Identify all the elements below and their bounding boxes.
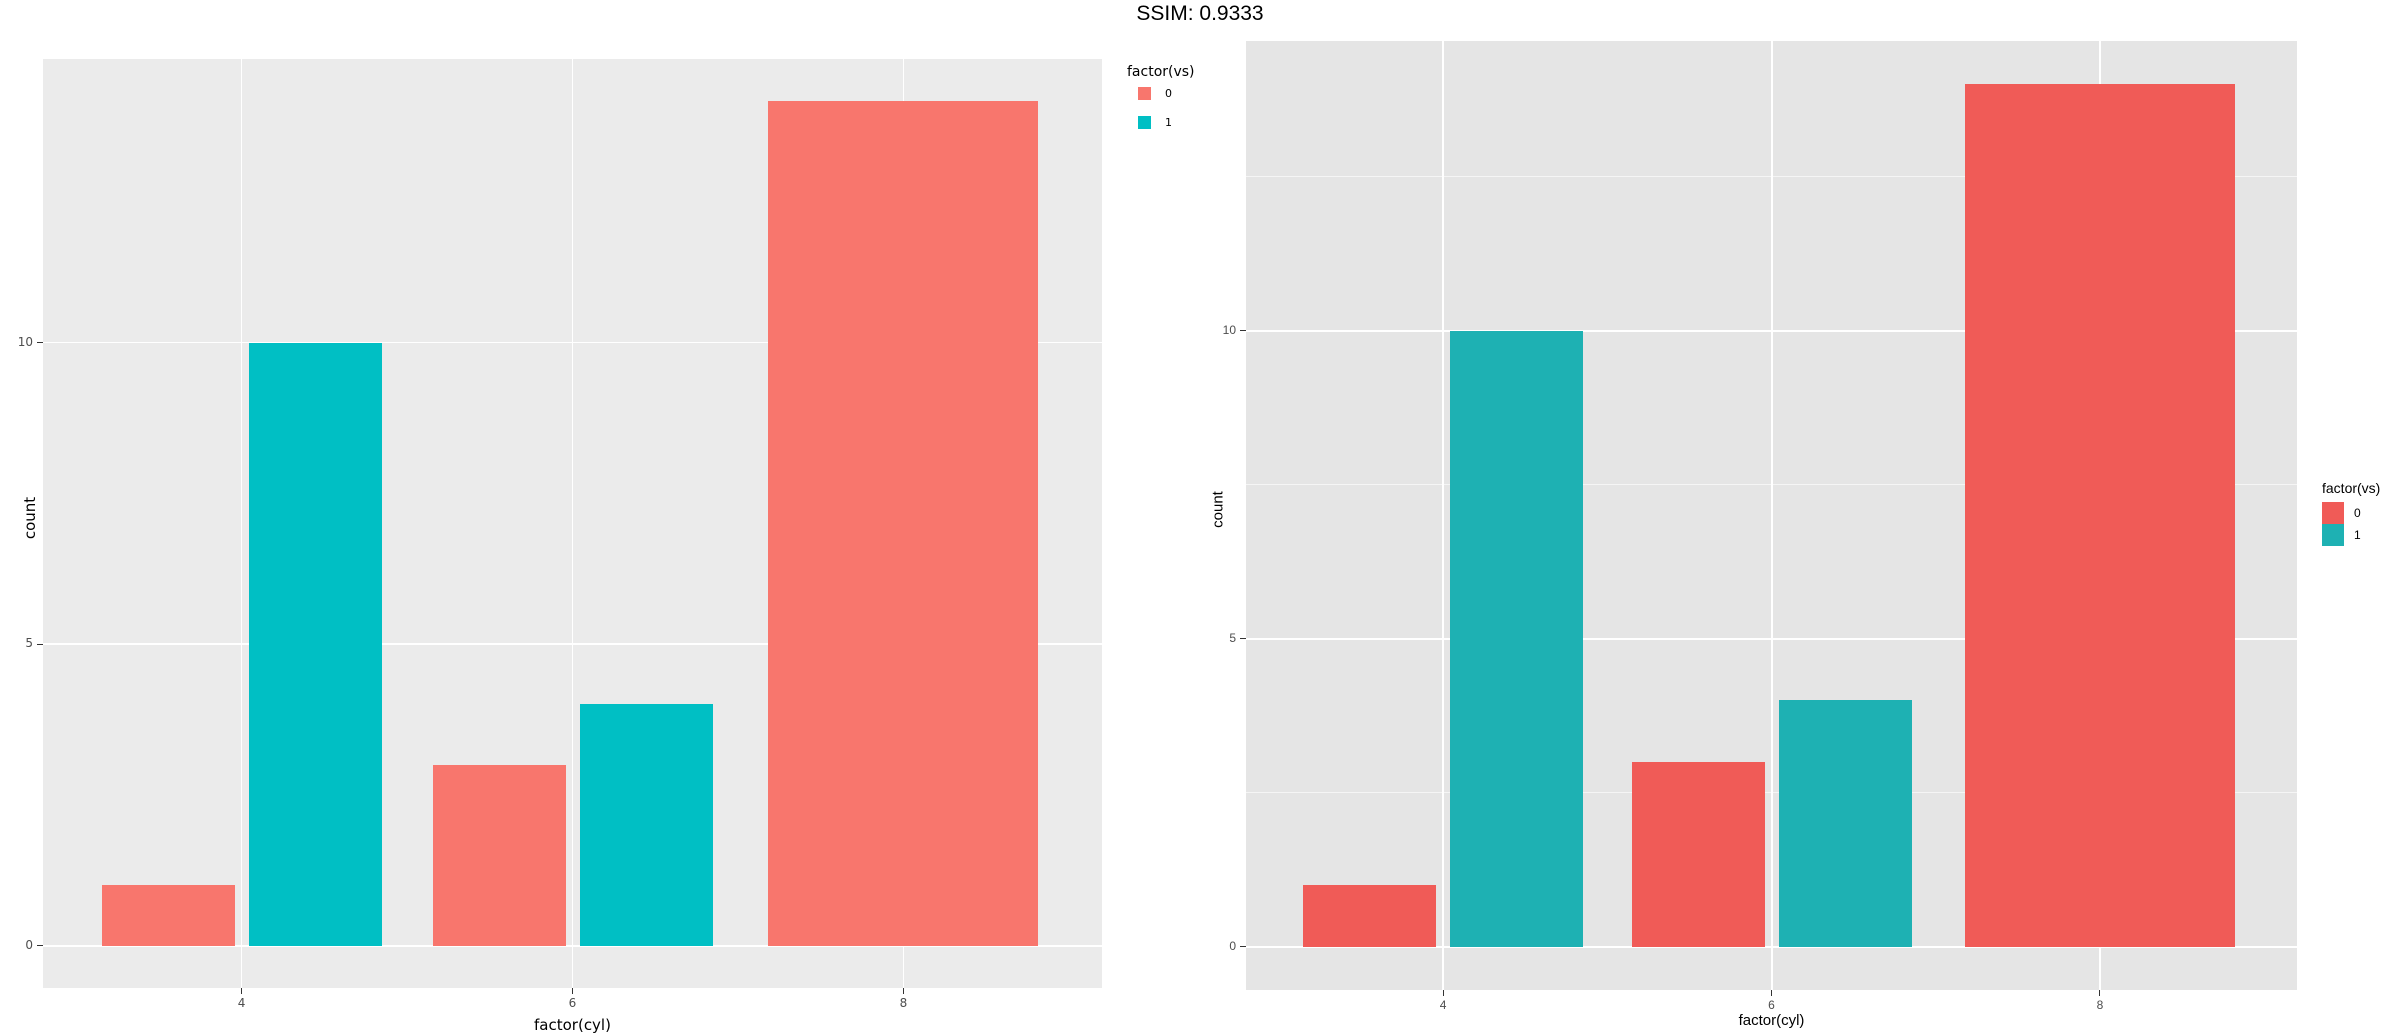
y-tick-mark <box>37 643 43 645</box>
major-x-gridline <box>571 59 574 988</box>
legend-title: factor(vs) <box>2322 480 2381 496</box>
bar-cyl6-vs1 <box>579 704 713 946</box>
x-tick-mark <box>1442 990 1444 996</box>
legend-label-1: 1 <box>1165 115 1172 129</box>
bar-cyl4-vs1 <box>1450 330 1584 947</box>
y-tick-label: 5 <box>1229 630 1236 645</box>
x-tick-label: 6 <box>1768 998 1775 1012</box>
x-tick-mark <box>241 988 243 994</box>
x-tick-label: 4 <box>237 996 246 1010</box>
bar-cyl6-vs0 <box>432 764 566 946</box>
x-tick-mark <box>2099 990 2101 996</box>
y-axis-title: count <box>1209 490 1227 528</box>
legend-label-0: 0 <box>2354 505 2361 520</box>
x-axis-title: factor(cyl) <box>534 1016 611 1034</box>
major-x-gridline <box>240 59 243 988</box>
x-tick-mark <box>572 988 573 994</box>
legend-swatch-1 <box>1138 116 1151 129</box>
y-axis-title: count <box>21 496 39 539</box>
x-tick-mark <box>902 988 904 994</box>
legend-swatch-1 <box>2322 524 2344 546</box>
y-tick-label: 0 <box>25 937 33 952</box>
y-tick-label: 10 <box>1222 322 1236 337</box>
bar-cyl6-vs0 <box>1631 761 1765 947</box>
plot-title: SSIM: 0.9333 <box>1136 2 1264 25</box>
y-tick-mark <box>1240 946 1246 948</box>
bar-cyl8-vs0 <box>1964 84 2235 947</box>
y-tick-mark <box>37 342 43 344</box>
y-tick-mark <box>1240 638 1246 640</box>
y-tick-mark <box>1240 330 1246 332</box>
bar-cyl6-vs1 <box>1778 700 1912 947</box>
x-axis-title: factor(cyl) <box>1738 1012 1805 1029</box>
x-tick-label: 6 <box>568 996 577 1010</box>
x-tick-mark <box>1771 990 1772 996</box>
major-x-gridline <box>1442 41 1445 990</box>
y-tick-mark <box>37 945 43 947</box>
x-tick-label: 4 <box>1439 998 1447 1012</box>
x-tick-label: 8 <box>899 996 908 1010</box>
bar-cyl8-vs0 <box>768 101 1039 946</box>
y-tick-label: 0 <box>1229 939 1236 954</box>
legend-title: factor(vs) <box>1127 64 1195 80</box>
y-tick-label: 5 <box>25 636 33 651</box>
bar-cyl4-vs0 <box>1303 885 1437 947</box>
bar-cyl4-vs0 <box>101 885 235 946</box>
legend-label-0: 0 <box>1165 86 1172 100</box>
legend-swatch-0 <box>1138 87 1151 100</box>
x-tick-label: 8 <box>2096 998 2104 1012</box>
legend-label-1: 1 <box>2354 527 2361 542</box>
bar-cyl4-vs1 <box>248 342 382 946</box>
legend-swatch-0 <box>2322 502 2344 524</box>
major-x-gridline <box>1770 41 1773 990</box>
y-tick-label: 10 <box>17 334 33 349</box>
